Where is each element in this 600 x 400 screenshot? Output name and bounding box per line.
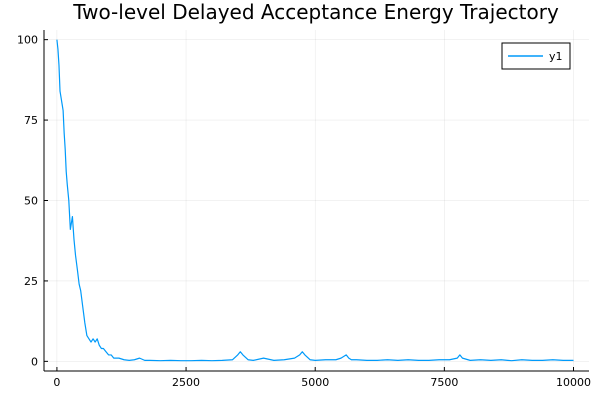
axis-ticks: 0 2500 5000 7500 10000 0 25 50 75 100 [17, 34, 591, 389]
y-tick-label: 50 [24, 195, 38, 208]
x-tick-label: 7500 [430, 376, 458, 389]
legend-label-y1: y1 [549, 50, 563, 63]
series-layer [56, 39, 574, 362]
x-tick-label: 0 [53, 376, 60, 389]
y-tick-label: 100 [17, 34, 38, 47]
series-line-y1 [56, 39, 574, 362]
y-tick-label: 0 [31, 355, 38, 368]
x-tick-label: 2500 [172, 376, 200, 389]
y-tick-label: 25 [24, 275, 38, 288]
grid-lines [44, 30, 589, 371]
y-tick-label: 75 [24, 114, 38, 127]
x-tick-label: 10000 [556, 376, 591, 389]
legend: y1 [501, 42, 571, 70]
x-tick-label: 5000 [301, 376, 329, 389]
chart-title: Two-level Delayed Acceptance Energy Traj… [72, 0, 559, 24]
